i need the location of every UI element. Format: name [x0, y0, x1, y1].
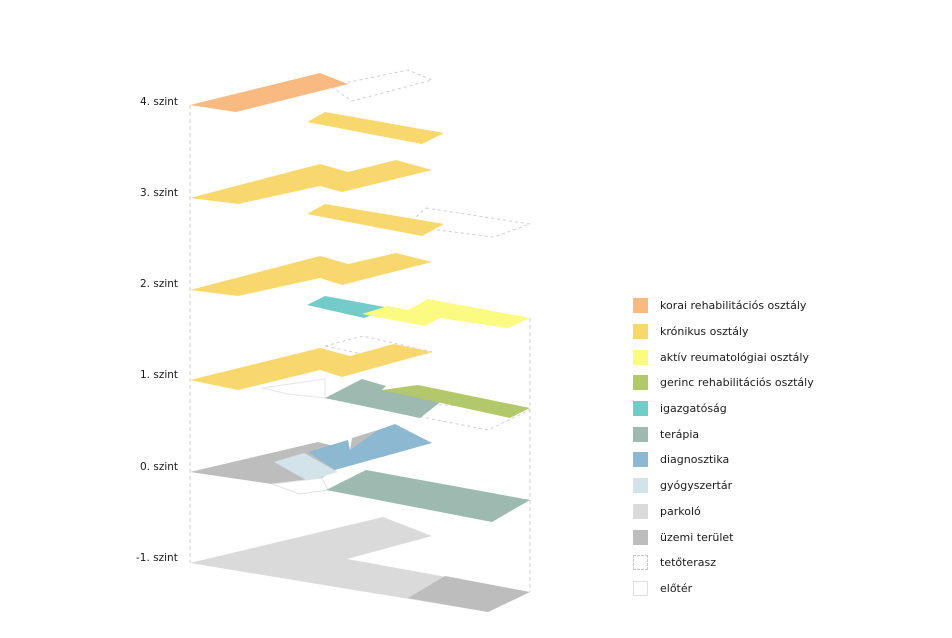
legend-swatch-gerinc: [633, 375, 648, 391]
active-rheumatology-area: [362, 299, 530, 328]
guide-lines: [189, 105, 531, 592]
legend-item-eloter: előtér: [633, 576, 933, 602]
foyer-outline-1: [261, 378, 326, 399]
therapy-area-0: [326, 470, 530, 522]
legend-swatch-kronikus: [633, 324, 648, 340]
utility-area: [408, 576, 530, 612]
legend-swatch-terapia: [633, 426, 648, 442]
level-labels: 4. szint 3. szint 2. szint 1. szint 0. s…: [136, 96, 178, 564]
legend-label-diagnosztika: diagnosztika: [660, 453, 730, 467]
legend-swatch-tetoterasz: [633, 555, 648, 571]
level-label-4: 4. szint: [140, 96, 178, 108]
legend-item-igazgatosag: igazgatóság: [633, 396, 933, 422]
level-4-floor: [190, 69, 444, 144]
legend-item-tetoterasz: tetőterasz: [633, 550, 933, 576]
level-label-1: 1. szint: [140, 369, 178, 381]
legend-label-parkolo: parkoló: [660, 504, 701, 518]
chronic-ward-3b: [307, 204, 444, 236]
legend-item-gerinc: gerinc rehabilitációs osztály: [633, 370, 933, 396]
legend-swatch-korai: [633, 298, 648, 314]
legend-item-aktiv: aktív reumatológiai osztály: [633, 344, 933, 370]
legend-item-terapia: terápia: [633, 421, 933, 447]
legend-item-kronikus: krónikus osztály: [633, 319, 933, 345]
spine-rehab-area: [382, 385, 530, 418]
pharmacy-area: [274, 453, 338, 481]
legend: korai rehabilitációs osztály krónikus os…: [633, 293, 933, 601]
legend-label-terapia: terápia: [660, 427, 700, 441]
legend-swatch-uzemi: [633, 529, 648, 545]
level-label-2: 2. szint: [140, 278, 178, 290]
level-2-floor: [190, 253, 530, 328]
legend-swatch-aktiv: [633, 349, 648, 365]
legend-swatch-igazgatosag: [633, 401, 648, 417]
legend-label-uzemi: üzemi terület: [660, 530, 734, 544]
chronic-ward-2: [190, 253, 432, 296]
legend-swatch-parkolo: [633, 503, 648, 519]
legend-swatch-diagnosztika: [633, 452, 648, 468]
legend-label-korai: korai rehabilitációs osztály: [660, 299, 807, 313]
level-0-floor: [190, 424, 530, 522]
level-1-floor: [190, 335, 531, 431]
level-3-floor: [190, 160, 531, 238]
chronic-ward-3: [190, 160, 432, 204]
legend-item-parkolo: parkoló: [633, 499, 933, 525]
legend-item-diagnosztika: diagnosztika: [633, 447, 933, 473]
legend-swatch-gyogyszertar: [633, 478, 648, 494]
therapy-area-1: [325, 379, 443, 418]
level-label-3: 3. szint: [140, 187, 178, 199]
early-rehab-ward: [190, 73, 348, 112]
legend-label-gerinc: gerinc rehabilitációs osztály: [660, 376, 814, 390]
chronic-ward-1: [190, 344, 432, 390]
level-label-0: 0. szint: [140, 461, 178, 473]
legend-item-gyogyszertar: gyógyszertár: [633, 473, 933, 499]
legend-label-eloter: előtér: [660, 581, 693, 595]
legend-item-korai: korai rehabilitációs osztály: [633, 293, 933, 319]
legend-label-gyogyszertar: gyógyszertár: [660, 479, 733, 493]
legend-swatch-eloter: [633, 580, 648, 596]
level-minus-1-floor: [190, 517, 530, 612]
legend-label-kronikus: krónikus osztály: [660, 325, 749, 339]
level-label-minus-1: -1. szint: [136, 552, 178, 564]
chronic-ward-4: [307, 112, 444, 144]
legend-label-igazgatosag: igazgatóság: [660, 402, 727, 416]
legend-item-uzemi: üzemi terület: [633, 524, 933, 550]
legend-label-aktiv: aktív reumatológiai osztály: [660, 350, 809, 364]
diagnostics-area: [308, 424, 432, 470]
terrace-dashed-4: [328, 69, 434, 102]
legend-label-tetoterasz: tetőterasz: [660, 556, 716, 570]
